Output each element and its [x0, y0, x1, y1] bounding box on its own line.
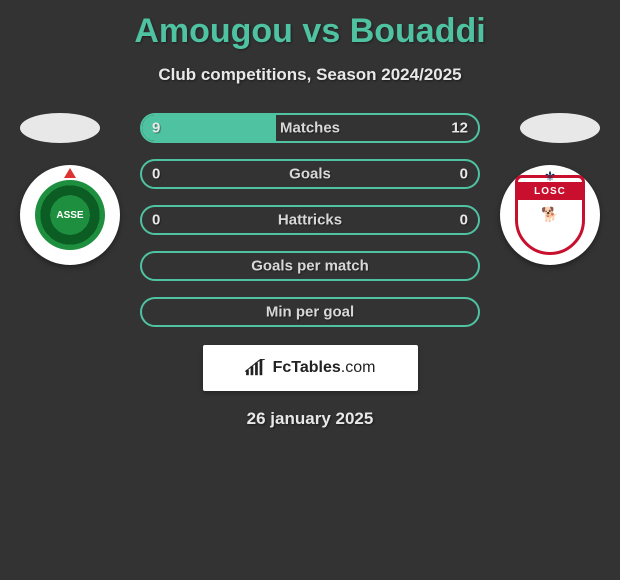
dog-icon: 🐕: [541, 206, 558, 223]
stat-label: Goals per match: [251, 258, 369, 275]
stat-value-right: 12: [451, 120, 468, 137]
bar-chart-icon: [245, 359, 267, 377]
crest-left-label: ASSE: [56, 210, 83, 221]
crest-saint-etienne-icon: ASSE: [35, 180, 105, 250]
player1-oval: [20, 113, 100, 143]
brand-box: FcTables.com: [203, 345, 418, 391]
subtitle: Club competitions, Season 2024/2025: [0, 65, 620, 85]
club-badge-left: ASSE: [20, 165, 120, 265]
stat-value-left: 0: [152, 212, 160, 229]
stat-rows: Matches 9 12 Goals 0 0 Hattricks 0 0 Goals per ma…: [140, 113, 480, 327]
player1-name: Amougou: [134, 12, 293, 50]
fleur-de-lis-icon: ⚜: [544, 168, 557, 185]
vs-text: vs: [302, 12, 340, 50]
stat-value-right: 0: [460, 166, 468, 183]
stat-row: Min per goal: [140, 297, 480, 327]
stat-value-left: 9: [152, 120, 160, 137]
stat-row: Goals 0 0: [140, 159, 480, 189]
stat-label: Min per goal: [266, 304, 354, 321]
stat-row: Matches 9 12: [140, 113, 480, 143]
date-text: 26 january 2025: [0, 409, 620, 429]
player2-oval: [520, 113, 600, 143]
stat-value-left: 0: [152, 166, 160, 183]
stat-value-right: 0: [460, 212, 468, 229]
stat-label: Hattricks: [278, 212, 342, 229]
stat-label: Goals: [289, 166, 331, 183]
player2-name: Bouaddi: [350, 12, 486, 50]
stat-fill-left: [142, 115, 276, 141]
crest-lille-icon: ⚜ LOSC 🐕: [515, 175, 585, 255]
club-badge-right: ⚜ LOSC 🐕: [500, 165, 600, 265]
comparison-arena: ASSE ⚜ LOSC 🐕 Matches912Goals00Hattricks…: [0, 113, 620, 327]
stat-row: Hattricks 0 0: [140, 205, 480, 235]
brand-text: FcTables.com: [273, 359, 376, 377]
brand-name: FcTables: [273, 359, 341, 376]
stat-row: Goals per match: [140, 251, 480, 281]
page-title: Amougou vs Bouaddi: [0, 0, 620, 51]
stat-label: Matches: [280, 120, 340, 137]
brand-domain: .com: [341, 359, 376, 376]
